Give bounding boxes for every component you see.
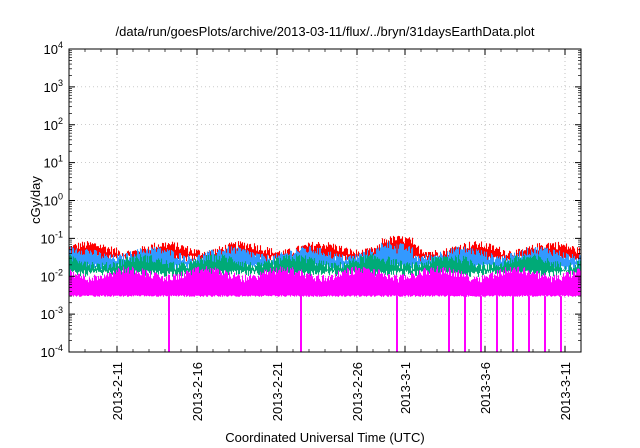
y-tick-exponent: 2 [58, 116, 63, 126]
y-tick-label: 102 [44, 116, 63, 133]
y-tick-label: 10-3 [41, 305, 63, 322]
x-tick-label: 2013-2-11 [110, 362, 125, 420]
y-tick-exponent: 3 [58, 78, 63, 88]
y-tick-label: 103 [44, 78, 63, 95]
x-tick-label: 2013-2-21 [270, 362, 285, 421]
y-tick-label: 10-1 [41, 229, 63, 246]
y-tick-exponent: 1 [58, 154, 63, 164]
y-tick-label: 100 [44, 192, 63, 209]
y-tick-exponent: -1 [55, 229, 63, 239]
x-tick-label: 2013-3-6 [478, 362, 493, 414]
x-axis-label: Coordinated Universal Time (UTC) [225, 430, 424, 445]
dropout-layer [168, 296, 562, 352]
series-layer [68, 235, 582, 297]
y-tick-exponent: 4 [58, 40, 63, 50]
chart-title: /data/run/goesPlots/archive/2013-03-11/f… [116, 24, 535, 39]
y-tick-base: 10 [41, 345, 55, 360]
grid [69, 49, 581, 352]
y-tick-base: 10 [44, 118, 58, 133]
y-tick-exponent: -3 [55, 305, 63, 315]
x-tick-label: 2013-2-16 [190, 362, 205, 421]
y-tick-exponent: 0 [58, 192, 63, 202]
x-tick-label: 2013-3-1 [398, 362, 413, 414]
x-tick-label: 2013-3-11 [558, 362, 573, 420]
y-tick-base: 10 [41, 269, 55, 284]
y-axis-label: cGy/day [28, 176, 43, 224]
y-tick-base: 10 [41, 307, 55, 322]
y-tick-base: 10 [44, 156, 58, 171]
y-tick-label: 10-4 [41, 343, 63, 360]
y-tick-base: 10 [44, 80, 58, 95]
y-tick-exponent: -4 [55, 343, 63, 353]
x-ticks: 2013-2-11 2013-2-16 2013-2-21 2013-2-26 2013… [68, 49, 582, 421]
y-tick-base: 10 [41, 231, 55, 246]
y-tick-label: 10-2 [41, 267, 63, 284]
y-tick-label: 104 [44, 40, 63, 57]
y-tick-base: 10 [44, 194, 58, 209]
y-tick-base: 10 [44, 42, 58, 57]
y-tick-label: 101 [44, 154, 63, 171]
x-tick-label: 2013-2-26 [350, 362, 365, 421]
y-tick-exponent: -2 [55, 267, 63, 277]
